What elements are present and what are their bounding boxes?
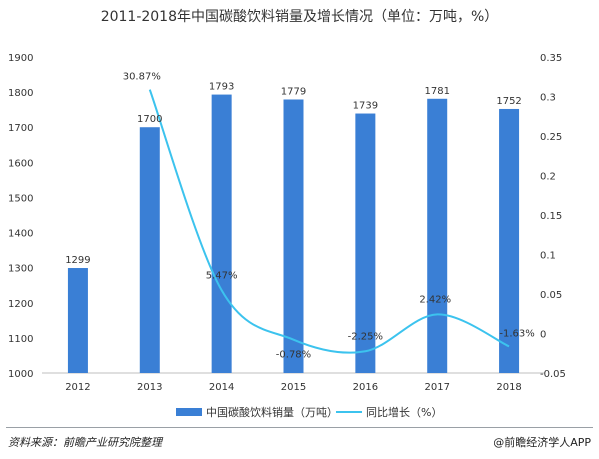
y-right-tick-label: 0.05 [540, 290, 562, 301]
y-right-tick-label: 0.25 [540, 132, 562, 143]
growth-line [148, 89, 510, 354]
y-right-tick-label: 0.3 [540, 93, 556, 104]
growth-value-label: 30.87% [123, 72, 161, 83]
bar [211, 94, 232, 374]
legend-item-growth: 同比增长（%） [336, 404, 442, 420]
footer-divider [6, 427, 593, 428]
growth-value-label: -1.63% [499, 328, 534, 339]
bar-series [67, 94, 520, 374]
bar-value-label: 1781 [424, 86, 449, 97]
y-left-tick-label: 1400 [8, 229, 33, 240]
growth-value-label: 5.47% [206, 270, 238, 281]
bar-value-label: 1700 [137, 114, 162, 125]
y-left-tick-label: 1000 [8, 369, 33, 380]
bar-value-label: 1739 [353, 101, 378, 112]
x-tick-label: 2013 [137, 382, 162, 393]
bar [283, 99, 304, 374]
y-right-tick-label: -0.05 [540, 369, 566, 380]
growth-value-label: -0.78% [276, 350, 311, 361]
x-tick-label: 2014 [209, 382, 234, 393]
y-left-tick-label: 1100 [8, 334, 33, 345]
y-right-tick-label: 0.35 [540, 53, 562, 64]
legend-label-sales: 中国碳酸饮料销量（万吨） [206, 406, 338, 419]
x-tick-label: 2017 [424, 382, 449, 393]
y-right-tick-label: 0.1 [540, 251, 556, 262]
y-right-tick-label: 0.2 [540, 172, 556, 183]
brand-credit: @前瞻经济学人APP [493, 436, 591, 449]
growth-value-label: 2.42% [419, 294, 451, 305]
growth-value-label: -2.25% [348, 331, 383, 342]
data-labels: 1299 1700 1793 1779 1739 1781 1752 30.87% 5.47% -… [65, 72, 535, 361]
legend-swatch-bar [176, 408, 202, 416]
x-tick-label: 2012 [65, 382, 90, 393]
y-left-tick-label: 1600 [8, 158, 33, 169]
x-tick-label: 2015 [281, 382, 306, 393]
x-tick-label: 2016 [353, 382, 378, 393]
y-left-tick-label: 1900 [8, 53, 33, 64]
legend-item-sales: 中国碳酸饮料销量（万吨） [176, 404, 338, 420]
y-left-tick-label: 1300 [8, 264, 33, 275]
bar [67, 268, 88, 373]
bar [139, 127, 160, 373]
bar-value-label: 1793 [209, 82, 234, 93]
chart-title: 2011-2018年中国碳酸饮料销量及增长情况（单位：万吨，%） [100, 9, 499, 25]
legend-swatch-line [336, 411, 362, 413]
bar-value-label: 1299 [65, 255, 90, 266]
source-note: 资料来源：前瞻产业研究院整理 [8, 436, 162, 449]
y-left-tick-label: 1500 [8, 193, 33, 204]
bar-value-label: 1779 [281, 86, 306, 97]
y-left-tick-label: 1200 [8, 299, 33, 310]
line-series [148, 89, 510, 354]
bar [499, 108, 520, 373]
bar [427, 98, 448, 373]
bar [355, 113, 376, 373]
y-left-tick-label: 1700 [8, 123, 33, 134]
x-tick-label: 2018 [496, 382, 521, 393]
y-right-tick-label: 0.15 [540, 211, 562, 222]
y-right-tick-label: 0 [540, 330, 546, 341]
y-left-tick-label: 1800 [8, 88, 33, 99]
bar-value-label: 1752 [496, 96, 521, 107]
legend-label-growth: 同比增长（%） [366, 406, 443, 419]
